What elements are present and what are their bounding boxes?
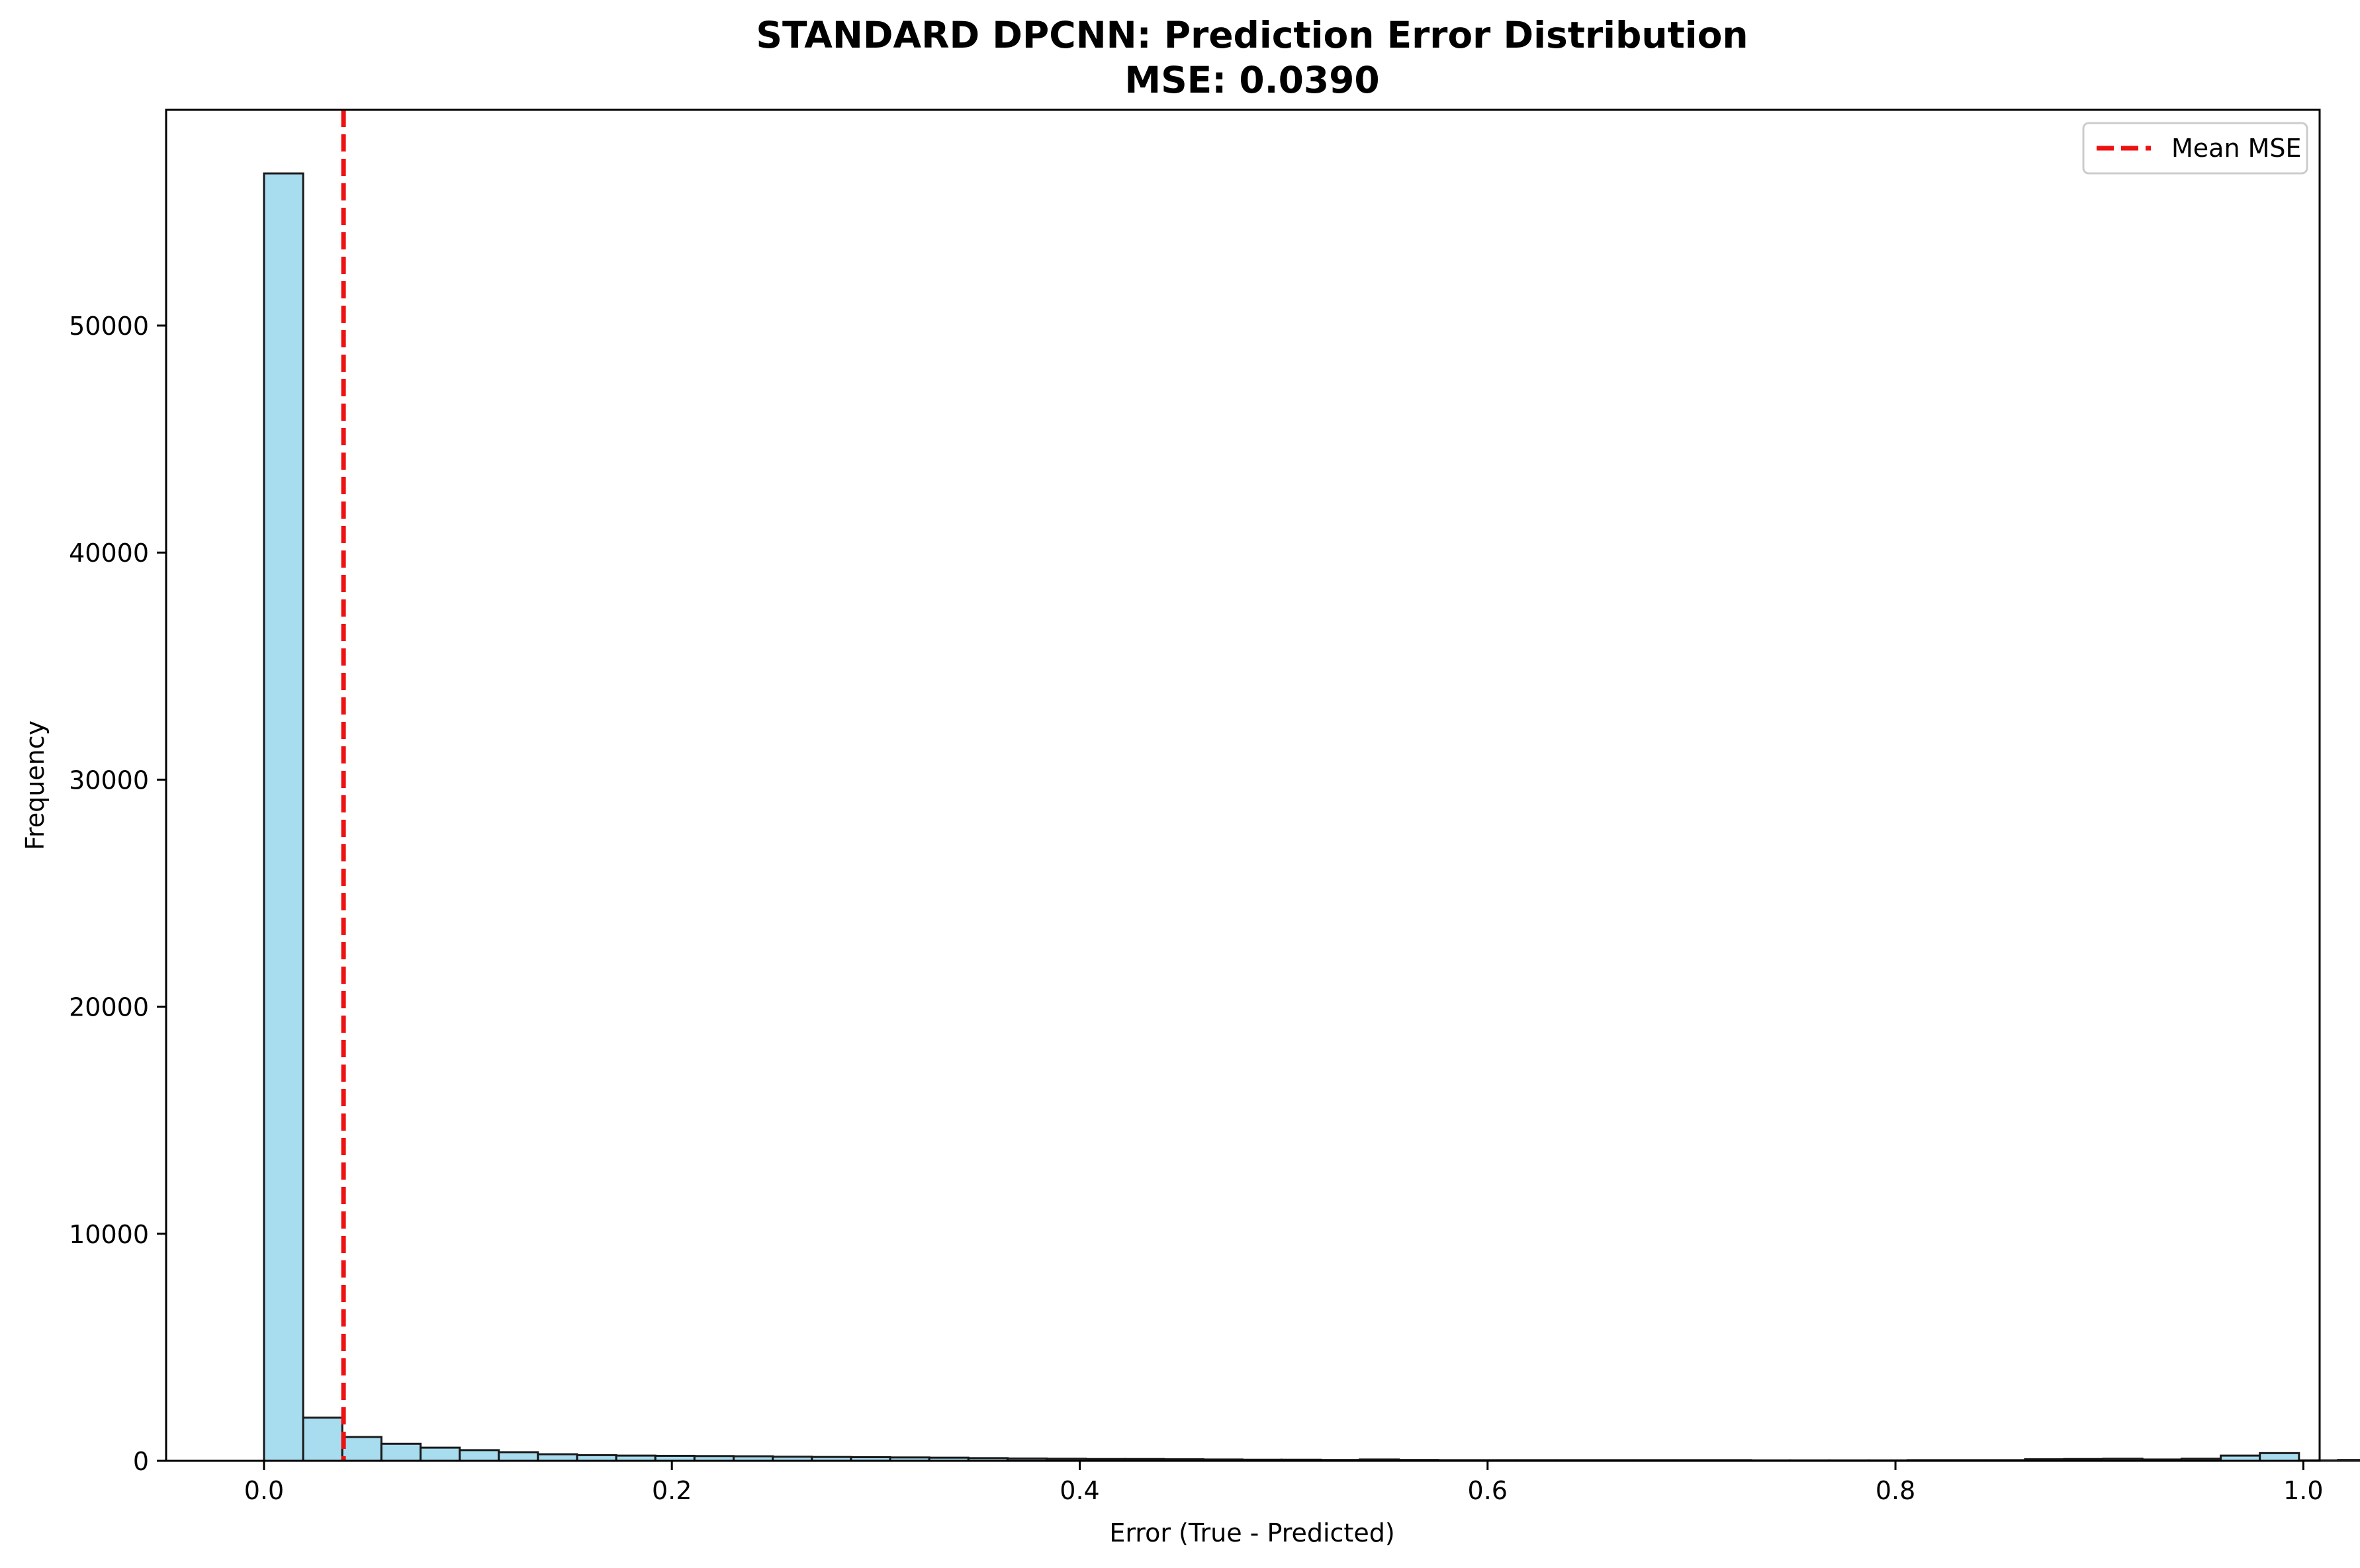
x-tick-label: 0.2 xyxy=(652,1476,692,1505)
y-tick-label: 40000 xyxy=(69,539,149,568)
y-tick-label: 10000 xyxy=(69,1220,149,1249)
chart-subtitle: MSE: 0.0390 xyxy=(1124,59,1379,101)
chart-title: STANDARD DPCNN: Prediction Error Distrib… xyxy=(756,14,1748,56)
histogram-bar xyxy=(2259,1452,2300,1462)
x-tick-label: 0.6 xyxy=(1468,1476,1508,1505)
histogram-bar xyxy=(263,172,304,1462)
y-tick-label: 0 xyxy=(133,1447,149,1476)
x-tick-label: 1.0 xyxy=(2283,1476,2323,1505)
y-axis-ticks: 0 10000 20000 30000 40000 50000 xyxy=(69,312,166,1476)
legend-box xyxy=(2082,122,2308,175)
x-axis-label: Error (True - Predicted) xyxy=(1109,1518,1394,1547)
histogram-bar xyxy=(459,1449,500,1462)
legend: Mean MSE xyxy=(2082,122,2308,175)
x-tick-label: 0.0 xyxy=(244,1476,284,1505)
y-tick-label: 30000 xyxy=(69,765,149,795)
x-axis-ticks: 0.0 0.2 0.4 0.6 0.8 1.0 xyxy=(244,1461,2324,1505)
plot-area-frame xyxy=(165,109,2321,1462)
y-tick-label: 50000 xyxy=(69,312,149,341)
histogram-bar xyxy=(498,1451,539,1462)
histogram-bars xyxy=(263,172,2360,1462)
y-axis-label: Frequency xyxy=(21,720,50,850)
histogram-bar xyxy=(419,1446,461,1462)
legend-mean-mse-label: Mean MSE xyxy=(2171,134,2302,163)
x-tick-label: 0.4 xyxy=(1060,1476,1099,1505)
x-tick-label: 0.8 xyxy=(1876,1476,1915,1505)
histogram-bar xyxy=(380,1442,422,1462)
histogram-bar xyxy=(302,1416,343,1462)
y-tick-label: 20000 xyxy=(69,993,149,1022)
histogram-bar xyxy=(2337,1459,2360,1462)
histogram-bar xyxy=(341,1436,383,1462)
